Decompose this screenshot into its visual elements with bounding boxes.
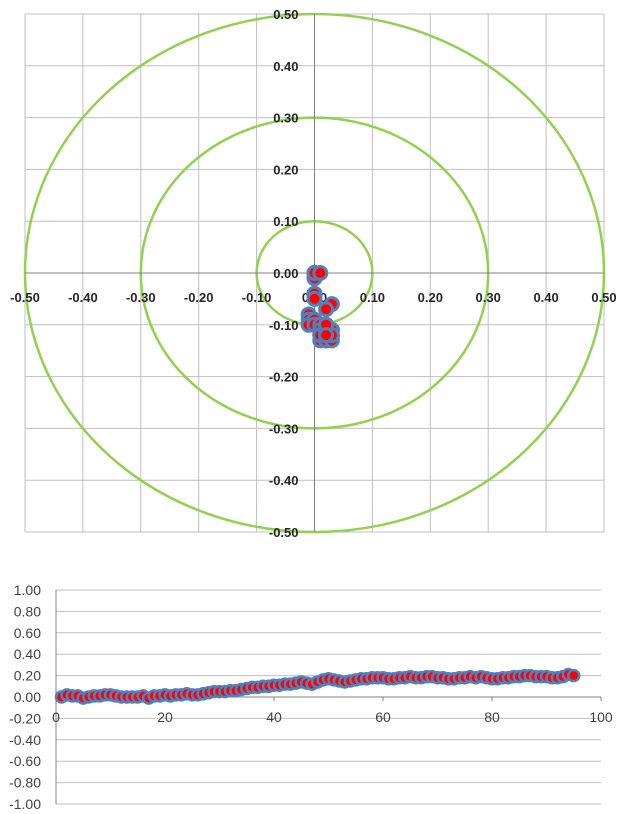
x-tick-label: 0 — [52, 709, 60, 725]
data-points — [54, 667, 581, 705]
y-tick-labels: 1.00 0.80 0.60 0.40 0.20 0.00 -0.20 -0.40 -0.60 -… — [9, 582, 41, 812]
y-tick-label: -0.80 — [9, 775, 41, 791]
data-point — [312, 265, 329, 281]
y-tick-label: 1.00 — [14, 582, 41, 598]
x-tick-label: -0.40 — [68, 290, 98, 305]
x-tick-label: 0.20 — [418, 290, 443, 305]
y-tick-labels: 0.50 0.40 0.30 0.20 0.10 0.00 -0.10 -0.20 -0.30 -… — [269, 7, 299, 540]
x-tick-label: -0.30 — [126, 290, 156, 305]
y-tick-label: 0.40 — [14, 646, 41, 662]
y-tick-label: 0.80 — [14, 603, 41, 619]
x-tick-label: 20 — [157, 709, 173, 725]
y-tick-label: 0.30 — [273, 111, 298, 126]
x-tick-label: 0.40 — [533, 290, 558, 305]
y-tick-label: -0.60 — [9, 753, 41, 769]
y-tick-label: -0.20 — [269, 370, 299, 385]
y-tick-label: 0.60 — [14, 625, 41, 641]
y-tick-label: -0.30 — [269, 421, 299, 436]
y-tick-label: 0.50 — [273, 7, 298, 22]
x-tick-label: 0.50 — [591, 290, 616, 305]
y-tick-label: 0.20 — [273, 162, 298, 177]
y-tick-label: 0.40 — [273, 59, 298, 74]
x-tick-label: 40 — [266, 709, 282, 725]
data-point — [318, 301, 335, 318]
x-tick-labels: 0 20 40 60 80 100 — [52, 709, 613, 725]
y-tick-label: 0.20 — [14, 668, 41, 684]
x-tick-label: 60 — [375, 709, 391, 725]
y-tick-label: -0.10 — [269, 318, 299, 333]
x-tick-label: -0.20 — [184, 290, 214, 305]
data-point — [318, 327, 335, 344]
y-tick-label: 0.00 — [273, 266, 298, 281]
x-tick-label: 100 — [589, 709, 613, 725]
y-tick-label: -0.50 — [269, 525, 299, 540]
x-tick-label: -0.10 — [242, 290, 272, 305]
x-tick-label: -0.50 — [10, 290, 40, 305]
x-tick-label: 80 — [484, 709, 500, 725]
y-tick-label: -1.00 — [9, 796, 41, 812]
data-point — [567, 668, 581, 683]
x-tick-label: 0.10 — [360, 290, 385, 305]
data-points — [300, 265, 340, 349]
y-tick-label: -0.40 — [9, 732, 41, 748]
time-series-chart: 0 20 40 60 80 100 1.00 0.80 0.60 0.40 0.20 0.00 -0.… — [9, 582, 613, 812]
y-tick-label: 0.00 — [14, 689, 41, 705]
y-tick-label: 0.10 — [273, 214, 298, 229]
y-tick-label: -0.20 — [9, 710, 41, 726]
polar-scatter-chart: -0.50-0.40-0.30-0.20-0.100.000.100.200.3… — [10, 7, 616, 540]
x-tick-label: 0.30 — [476, 290, 501, 305]
y-tick-label: -0.40 — [269, 473, 299, 488]
data-point — [306, 290, 323, 307]
